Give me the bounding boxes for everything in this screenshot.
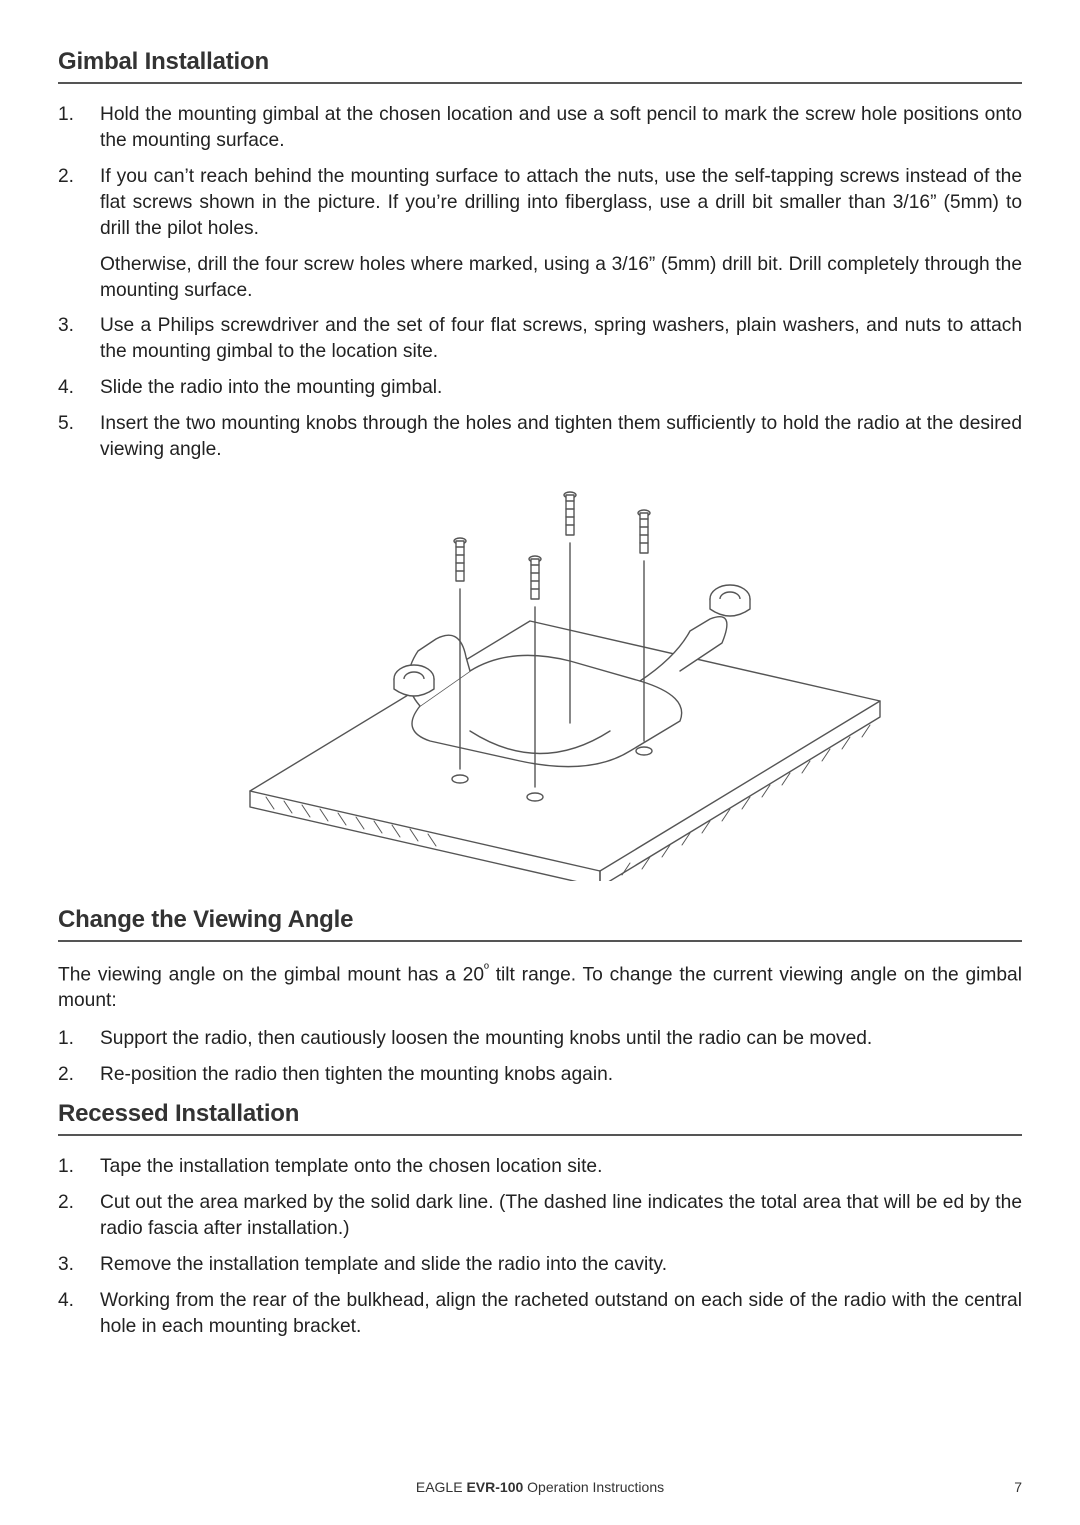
- angle-step: Re-position the radio then tighten the m…: [58, 1062, 1022, 1088]
- step-text: Insert the two mounting knobs through th…: [100, 413, 1022, 460]
- recessed-steps-list: Tape the installation template onto the …: [58, 1154, 1022, 1340]
- footer-brand: EAGLE: [416, 1479, 463, 1495]
- gimbal-step: Slide the radio into the mounting gimbal…: [58, 375, 1022, 401]
- step-text: Use a Philips screwdriver and the set of…: [100, 315, 1022, 362]
- step-text: If you can’t reach behind the mounting s…: [100, 166, 1022, 239]
- angle-steps-list: Support the radio, then cautiously loose…: [58, 1026, 1022, 1088]
- gimbal-step: Use a Philips screwdriver and the set of…: [58, 313, 1022, 365]
- recessed-step: Tape the installation template onto the …: [58, 1154, 1022, 1180]
- footer-center: EAGLE EVR-100 Operation Instructions: [88, 1479, 992, 1495]
- gimbal-step: Insert the two mounting knobs through th…: [58, 411, 1022, 463]
- step-text: Re-position the radio then tighten the m…: [100, 1064, 613, 1085]
- footer-suffix: Operation Instructions: [523, 1479, 664, 1495]
- gimbal-heading: Gimbal Installation: [58, 48, 1022, 84]
- gimbal-diagram-svg: [170, 481, 910, 881]
- footer-page-number: 7: [992, 1479, 1022, 1495]
- step-text: Slide the radio into the mounting gimbal…: [100, 377, 442, 398]
- gimbal-step: If you can’t reach behind the mounting s…: [58, 164, 1022, 304]
- recessed-step: Working from the rear of the bulkhead, a…: [58, 1288, 1022, 1340]
- step-text: Hold the mounting gimbal at the chosen l…: [100, 104, 1022, 151]
- page-footer: EAGLE EVR-100 Operation Instructions 7: [58, 1479, 1022, 1495]
- gimbal-step: Hold the mounting gimbal at the chosen l…: [58, 102, 1022, 154]
- step-text: Tape the installation template onto the …: [100, 1156, 602, 1177]
- footer-model: EVR-100: [466, 1479, 523, 1495]
- gimbal-steps-list: Hold the mounting gimbal at the chosen l…: [58, 102, 1022, 463]
- angle-intro-pre: The viewing angle on the gimbal mount ha…: [58, 964, 484, 985]
- recessed-step: Remove the installation template and sli…: [58, 1252, 1022, 1278]
- recessed-step: Cut out the area marked by the solid dar…: [58, 1190, 1022, 1242]
- gimbal-diagram: [58, 481, 1022, 886]
- angle-step: Support the radio, then cautiously loose…: [58, 1026, 1022, 1052]
- recessed-heading: Recessed Installation: [58, 1100, 1022, 1136]
- angle-intro: The viewing angle on the gimbal mount ha…: [58, 960, 1022, 1014]
- step-extra: Otherwise, drill the four screw holes wh…: [100, 252, 1022, 304]
- angle-heading: Change the Viewing Angle: [58, 906, 1022, 942]
- step-text: Support the radio, then cautiously loose…: [100, 1028, 872, 1049]
- step-text: Working from the rear of the bulkhead, a…: [100, 1290, 1022, 1337]
- step-text: Cut out the area marked by the solid dar…: [100, 1192, 1022, 1239]
- step-text: Remove the installation template and sli…: [100, 1254, 667, 1275]
